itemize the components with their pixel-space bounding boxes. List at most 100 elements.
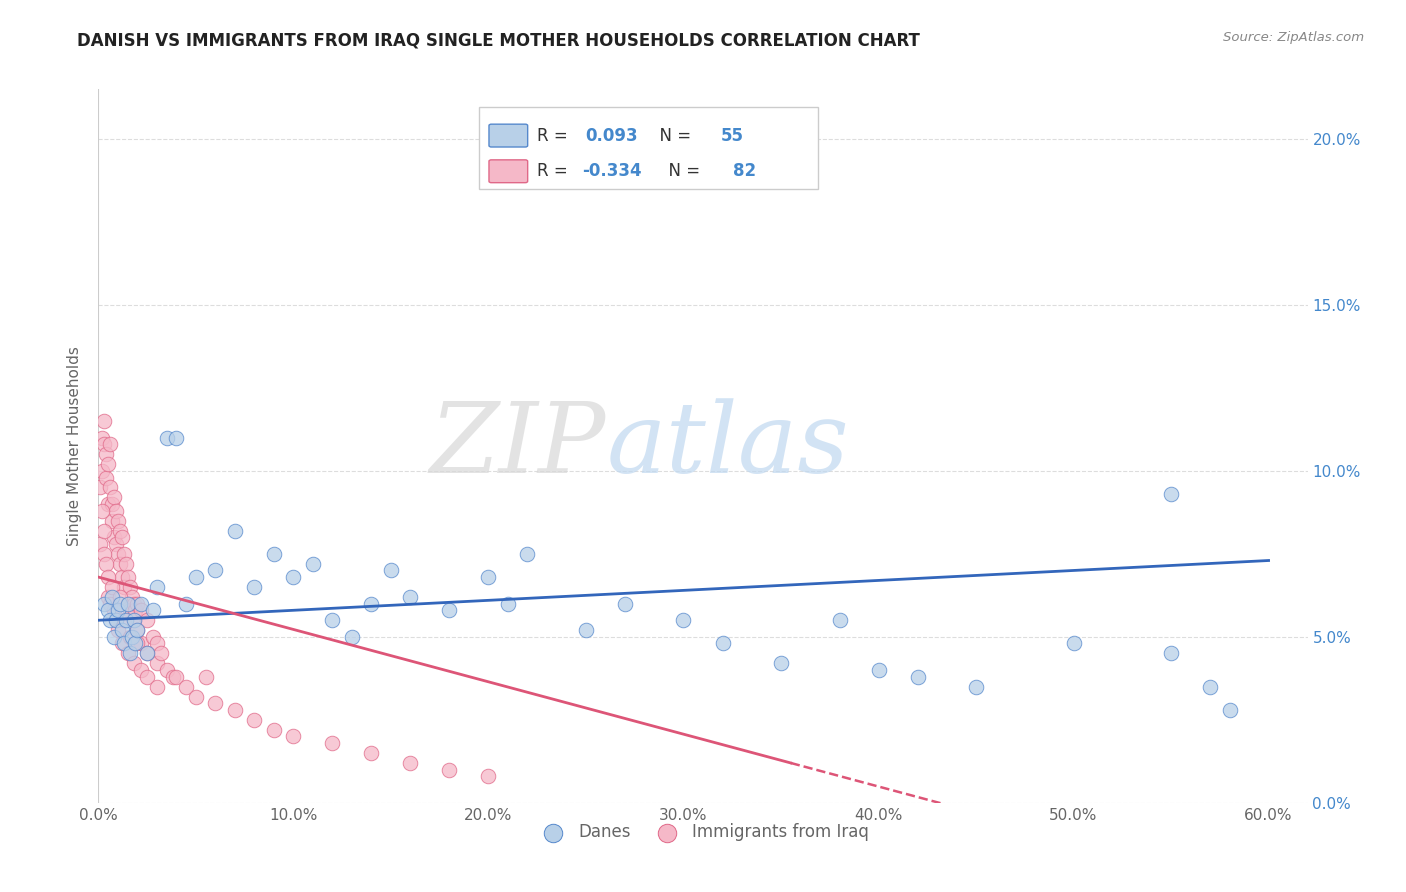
Point bbox=[89, 481, 111, 495]
Point bbox=[146, 657, 169, 671]
Point bbox=[93, 547, 115, 561]
Point bbox=[121, 630, 143, 644]
Text: atlas: atlas bbox=[606, 399, 849, 493]
Point bbox=[711, 636, 734, 650]
Point bbox=[1160, 647, 1182, 661]
Point bbox=[91, 504, 114, 518]
Point bbox=[136, 647, 159, 661]
Point bbox=[101, 590, 124, 604]
Point bbox=[124, 603, 146, 617]
Point bbox=[118, 647, 141, 661]
Point bbox=[112, 547, 135, 561]
Text: R =: R = bbox=[537, 162, 574, 180]
Point bbox=[575, 624, 598, 638]
Legend: Danes, Immigrants from Iraq: Danes, Immigrants from Iraq bbox=[530, 817, 876, 848]
Point bbox=[127, 636, 149, 650]
Point bbox=[165, 670, 187, 684]
Point bbox=[302, 557, 325, 571]
Point bbox=[156, 431, 179, 445]
Point bbox=[121, 590, 143, 604]
Point bbox=[136, 670, 159, 684]
Point bbox=[124, 636, 146, 650]
FancyBboxPatch shape bbox=[489, 160, 527, 183]
Point bbox=[97, 590, 120, 604]
Point bbox=[118, 630, 141, 644]
Point bbox=[477, 159, 499, 173]
Point bbox=[98, 437, 121, 451]
Point bbox=[907, 670, 929, 684]
Point bbox=[146, 680, 169, 694]
Text: Source: ZipAtlas.com: Source: ZipAtlas.com bbox=[1223, 31, 1364, 45]
Point bbox=[283, 570, 305, 584]
Point bbox=[103, 630, 125, 644]
Point bbox=[194, 670, 217, 684]
Point bbox=[114, 613, 136, 627]
Point bbox=[122, 597, 145, 611]
Point bbox=[868, 663, 890, 677]
Point bbox=[104, 537, 127, 551]
Point bbox=[101, 497, 124, 511]
Point bbox=[1199, 680, 1222, 694]
Text: R =: R = bbox=[537, 127, 574, 145]
Point bbox=[104, 613, 127, 627]
Point bbox=[263, 723, 285, 737]
Point bbox=[142, 630, 165, 644]
Point bbox=[399, 756, 422, 770]
Point bbox=[122, 613, 145, 627]
Point bbox=[439, 603, 461, 617]
Point bbox=[477, 769, 499, 783]
Point bbox=[204, 696, 226, 710]
Text: -0.334: -0.334 bbox=[582, 162, 641, 180]
Point bbox=[360, 746, 382, 760]
Point bbox=[127, 624, 149, 638]
Point bbox=[122, 657, 145, 671]
Point bbox=[111, 624, 134, 638]
Point bbox=[131, 597, 153, 611]
Point bbox=[340, 630, 363, 644]
Y-axis label: Single Mother Households: Single Mother Households bbox=[67, 346, 83, 546]
Point bbox=[93, 414, 115, 428]
Point bbox=[769, 657, 792, 671]
Point bbox=[93, 437, 115, 451]
Point bbox=[108, 557, 131, 571]
Point bbox=[93, 524, 115, 538]
Point bbox=[146, 580, 169, 594]
Point bbox=[672, 613, 695, 627]
Point bbox=[104, 613, 127, 627]
Point bbox=[108, 590, 131, 604]
Point bbox=[112, 580, 135, 594]
Point bbox=[91, 431, 114, 445]
Point bbox=[174, 680, 197, 694]
Point bbox=[321, 736, 343, 750]
Point bbox=[243, 713, 266, 727]
Point bbox=[496, 597, 519, 611]
Point bbox=[114, 557, 136, 571]
Point bbox=[156, 663, 179, 677]
Point bbox=[136, 613, 159, 627]
FancyBboxPatch shape bbox=[479, 107, 818, 189]
Text: 82: 82 bbox=[734, 162, 756, 180]
Point bbox=[97, 497, 120, 511]
Point bbox=[477, 570, 499, 584]
Point bbox=[111, 530, 134, 544]
Point bbox=[283, 730, 305, 744]
Point bbox=[104, 504, 127, 518]
Point bbox=[111, 636, 134, 650]
Point bbox=[263, 547, 285, 561]
Point bbox=[101, 580, 124, 594]
Point bbox=[98, 613, 121, 627]
Point bbox=[112, 636, 135, 650]
Point bbox=[108, 597, 131, 611]
Point bbox=[107, 547, 129, 561]
Point bbox=[224, 524, 246, 538]
Text: N =: N = bbox=[658, 162, 706, 180]
Point bbox=[380, 564, 402, 578]
Point bbox=[98, 597, 121, 611]
Point bbox=[146, 636, 169, 650]
Point bbox=[516, 547, 538, 561]
Text: DANISH VS IMMIGRANTS FROM IRAQ SINGLE MOTHER HOUSEHOLDS CORRELATION CHART: DANISH VS IMMIGRANTS FROM IRAQ SINGLE MO… bbox=[77, 31, 920, 49]
Point bbox=[103, 491, 125, 505]
Point bbox=[828, 613, 851, 627]
Point bbox=[131, 636, 153, 650]
Point bbox=[96, 557, 118, 571]
